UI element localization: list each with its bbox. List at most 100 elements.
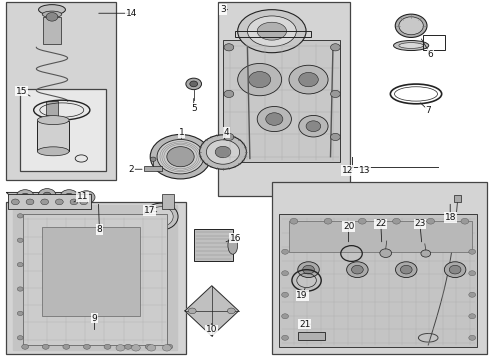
Bar: [43, 17, 61, 44]
Polygon shape: [13, 205, 176, 350]
Bar: [162, 194, 174, 209]
Circle shape: [150, 157, 156, 161]
Circle shape: [238, 63, 282, 96]
Bar: [5, 3, 116, 180]
Ellipse shape: [399, 17, 423, 35]
Circle shape: [224, 44, 234, 51]
Circle shape: [324, 219, 332, 224]
Bar: [8, 194, 91, 210]
Circle shape: [266, 113, 283, 125]
Circle shape: [42, 344, 49, 349]
Circle shape: [190, 81, 197, 87]
Circle shape: [82, 194, 90, 200]
Text: 18: 18: [444, 213, 456, 222]
Bar: [289, 221, 472, 252]
Circle shape: [17, 311, 23, 316]
Circle shape: [469, 271, 476, 276]
Circle shape: [331, 44, 340, 51]
Text: 20: 20: [343, 222, 354, 231]
Circle shape: [157, 139, 204, 174]
Bar: [46, 101, 58, 130]
Bar: [272, 182, 487, 354]
Circle shape: [21, 193, 29, 199]
Circle shape: [331, 134, 340, 140]
Circle shape: [331, 90, 340, 98]
Text: 13: 13: [359, 166, 370, 175]
Circle shape: [17, 214, 23, 218]
Circle shape: [282, 292, 289, 297]
Circle shape: [199, 135, 246, 169]
Ellipse shape: [257, 22, 287, 40]
Circle shape: [22, 344, 28, 349]
Circle shape: [206, 140, 240, 164]
Ellipse shape: [393, 41, 429, 50]
Circle shape: [80, 199, 88, 205]
Ellipse shape: [39, 5, 66, 15]
Circle shape: [427, 219, 435, 224]
Circle shape: [17, 287, 23, 291]
Bar: [37, 121, 69, 151]
Circle shape: [70, 199, 78, 205]
Circle shape: [395, 262, 417, 278]
Circle shape: [306, 121, 321, 132]
Circle shape: [145, 344, 152, 349]
Circle shape: [351, 265, 363, 274]
Circle shape: [41, 199, 49, 205]
Circle shape: [26, 199, 34, 205]
Circle shape: [227, 308, 235, 314]
Text: 9: 9: [92, 314, 98, 323]
Circle shape: [131, 345, 140, 351]
Bar: [454, 195, 462, 202]
Ellipse shape: [37, 116, 69, 125]
Circle shape: [257, 107, 292, 132]
Text: 12: 12: [342, 166, 353, 175]
Text: 8: 8: [97, 225, 102, 234]
Ellipse shape: [144, 203, 178, 230]
Text: 6: 6: [428, 50, 434, 59]
Circle shape: [224, 134, 234, 140]
Circle shape: [104, 344, 111, 349]
Text: 19: 19: [296, 291, 308, 300]
Circle shape: [449, 265, 461, 274]
Text: 5: 5: [191, 104, 196, 113]
Text: 3: 3: [220, 5, 226, 14]
Circle shape: [461, 219, 469, 224]
Circle shape: [17, 336, 23, 340]
Circle shape: [186, 78, 201, 90]
Text: 22: 22: [375, 219, 387, 228]
Text: 7: 7: [425, 105, 431, 114]
Bar: [20, 89, 106, 171]
Circle shape: [248, 72, 270, 87]
Ellipse shape: [42, 11, 62, 18]
Circle shape: [346, 262, 368, 278]
Circle shape: [90, 291, 102, 299]
Bar: [144, 166, 162, 171]
Circle shape: [224, 90, 234, 98]
Circle shape: [55, 199, 63, 205]
Ellipse shape: [149, 207, 173, 226]
Text: 21: 21: [299, 320, 310, 329]
Text: 1: 1: [179, 128, 184, 137]
Text: 17: 17: [144, 206, 155, 215]
Circle shape: [282, 271, 289, 276]
Circle shape: [63, 344, 70, 349]
Circle shape: [11, 199, 19, 205]
Bar: [5, 202, 186, 354]
Bar: [218, 3, 350, 196]
Circle shape: [282, 314, 289, 319]
Text: 4: 4: [223, 128, 229, 137]
Circle shape: [162, 345, 171, 351]
Circle shape: [303, 265, 315, 274]
Circle shape: [147, 345, 156, 351]
Circle shape: [38, 189, 56, 202]
Circle shape: [167, 147, 194, 167]
Text: 14: 14: [126, 9, 137, 18]
Circle shape: [392, 219, 400, 224]
Text: 10: 10: [206, 325, 218, 334]
Circle shape: [400, 265, 412, 274]
Circle shape: [421, 250, 431, 257]
Circle shape: [166, 344, 172, 349]
Ellipse shape: [238, 10, 306, 53]
Circle shape: [299, 72, 318, 87]
Bar: [194, 229, 233, 261]
